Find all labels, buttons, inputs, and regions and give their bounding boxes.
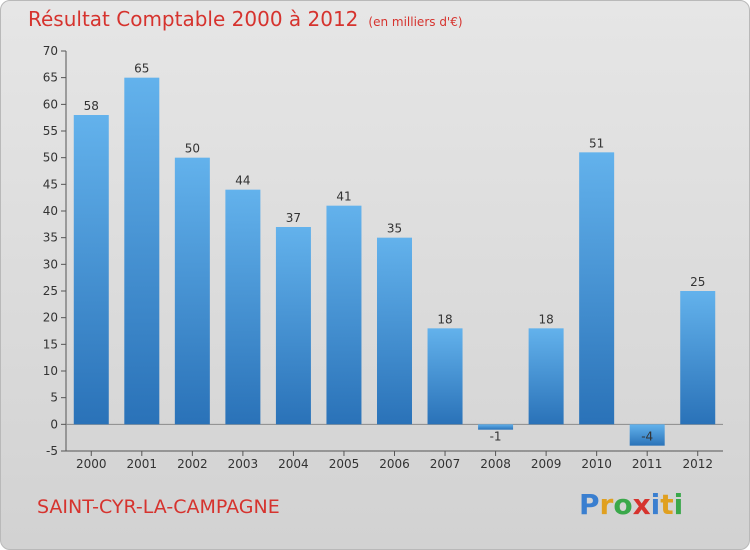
bar — [478, 424, 514, 430]
bar-value-label: -4 — [641, 429, 653, 443]
y-tick-label: 45 — [43, 177, 58, 191]
bar-value-label: 58 — [84, 99, 99, 113]
logo-letter: t — [660, 488, 674, 521]
bar-value-label: 51 — [589, 136, 604, 150]
unit-label: (en milliers d'€) — [368, 15, 463, 29]
logo-letter: i — [650, 488, 661, 521]
bar — [124, 77, 160, 425]
proxiti-logo[interactable]: Proxiti — [579, 488, 683, 521]
bar-value-label: 18 — [538, 312, 553, 326]
logo-letter: o — [613, 488, 633, 521]
y-tick-label: 60 — [43, 97, 58, 111]
x-tick-label: 2011 — [632, 457, 663, 471]
logo-letter: r — [599, 488, 614, 521]
bar-value-label: 18 — [437, 312, 452, 326]
y-tick-label: 70 — [43, 44, 58, 58]
bar — [427, 328, 463, 425]
bar — [528, 328, 564, 425]
bar-value-label: 37 — [286, 211, 301, 225]
y-tick-label: 15 — [43, 337, 58, 351]
y-tick-label: 55 — [43, 124, 58, 138]
bar-value-label: 65 — [134, 62, 149, 76]
bar-value-label: 25 — [690, 275, 705, 289]
x-tick-label: 2000 — [76, 457, 107, 471]
bar-value-label: 35 — [387, 222, 402, 236]
bar — [377, 237, 412, 425]
x-tick-label: 2004 — [278, 457, 309, 471]
bar — [629, 424, 665, 446]
x-tick-label: 2008 — [480, 457, 511, 471]
bar — [174, 157, 210, 425]
bar-value-label: 50 — [185, 142, 200, 156]
title-text: Résultat Comptable 2000 à 2012 — [28, 7, 359, 31]
bar — [225, 189, 261, 425]
bar-value-label: -1 — [490, 429, 502, 443]
bar-value-label: 44 — [235, 174, 250, 188]
bar — [680, 291, 716, 425]
y-tick-label: 0 — [50, 417, 58, 431]
x-tick-label: 2001 — [127, 457, 158, 471]
bar — [73, 115, 109, 425]
x-tick-label: 2003 — [228, 457, 259, 471]
y-tick-label: 35 — [43, 231, 58, 245]
x-tick-label: 2012 — [682, 457, 713, 471]
x-tick-label: 2002 — [177, 457, 208, 471]
y-tick-label: 65 — [43, 71, 58, 85]
bar — [579, 152, 615, 425]
chart-title: Résultat Comptable 2000 à 2012 (en millie… — [28, 7, 463, 31]
y-tick-label: 30 — [43, 257, 58, 271]
x-tick-label: 2009 — [531, 457, 562, 471]
y-tick-label: 10 — [43, 364, 58, 378]
commune-name: SAINT-CYR-LA-CAMPAGNE — [37, 496, 280, 518]
logo-letter: x — [632, 488, 651, 521]
x-tick-label: 2005 — [329, 457, 360, 471]
logo-letter: P — [579, 488, 600, 521]
y-tick-label: 5 — [50, 391, 58, 405]
y-tick-label: 25 — [43, 284, 58, 298]
x-tick-label: 2010 — [581, 457, 612, 471]
bar — [326, 205, 362, 425]
x-tick-label: 2006 — [379, 457, 410, 471]
y-tick-label: 40 — [43, 204, 58, 218]
y-tick-label: 50 — [43, 151, 58, 165]
bar — [275, 227, 311, 425]
x-tick-label: 2007 — [430, 457, 461, 471]
logo-letter: i — [673, 488, 684, 521]
y-tick-label: -5 — [46, 444, 58, 458]
bar-value-label: 41 — [336, 190, 351, 204]
y-tick-label: 20 — [43, 311, 58, 325]
